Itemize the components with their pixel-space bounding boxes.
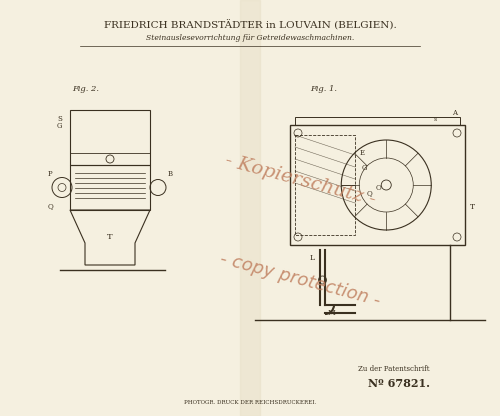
Text: - copy protection -: - copy protection - (218, 250, 382, 310)
Bar (295, 135, 355, 235)
Text: A: A (452, 109, 458, 117)
Text: - Kopierschutz -: - Kopierschutz - (222, 151, 378, 209)
Text: Zu der Patentschrift: Zu der Patentschrift (358, 365, 430, 373)
Text: Nº 67821.: Nº 67821. (368, 378, 430, 389)
Text: Steinauslesevorrichtung für Getreidewaschmachinen.: Steinauslesevorrichtung für Getreidewasc… (146, 34, 354, 42)
Text: Fig. 1.: Fig. 1. (310, 85, 337, 93)
Text: E: E (360, 149, 365, 157)
Bar (295, 117, 460, 125)
Text: P: P (48, 170, 52, 178)
Text: G: G (361, 164, 367, 172)
Text: FRIEDRICH BRANDSTÄDTER in LOUVAIN (BELGIEN).: FRIEDRICH BRANDSTÄDTER in LOUVAIN (BELGI… (104, 20, 397, 30)
Text: Q: Q (48, 202, 54, 210)
Text: B: B (168, 170, 173, 178)
Text: T: T (470, 203, 475, 211)
Text: Fig. 2.: Fig. 2. (72, 85, 99, 93)
Bar (290, 125, 465, 245)
Text: G: G (56, 122, 62, 130)
Text: Q: Q (366, 189, 372, 197)
Bar (70, 165, 150, 210)
Text: M: M (328, 309, 336, 317)
Text: PHOTOGR. DRUCK DER REICHSDRUCKEREI.: PHOTOGR. DRUCK DER REICHSDRUCKEREI. (184, 400, 316, 405)
Text: s: s (434, 117, 436, 122)
Bar (240, 0, 260, 416)
Text: S: S (57, 115, 62, 123)
Text: L: L (310, 254, 315, 262)
Text: T: T (107, 233, 113, 241)
Text: O: O (376, 184, 381, 192)
Bar (70, 110, 150, 165)
